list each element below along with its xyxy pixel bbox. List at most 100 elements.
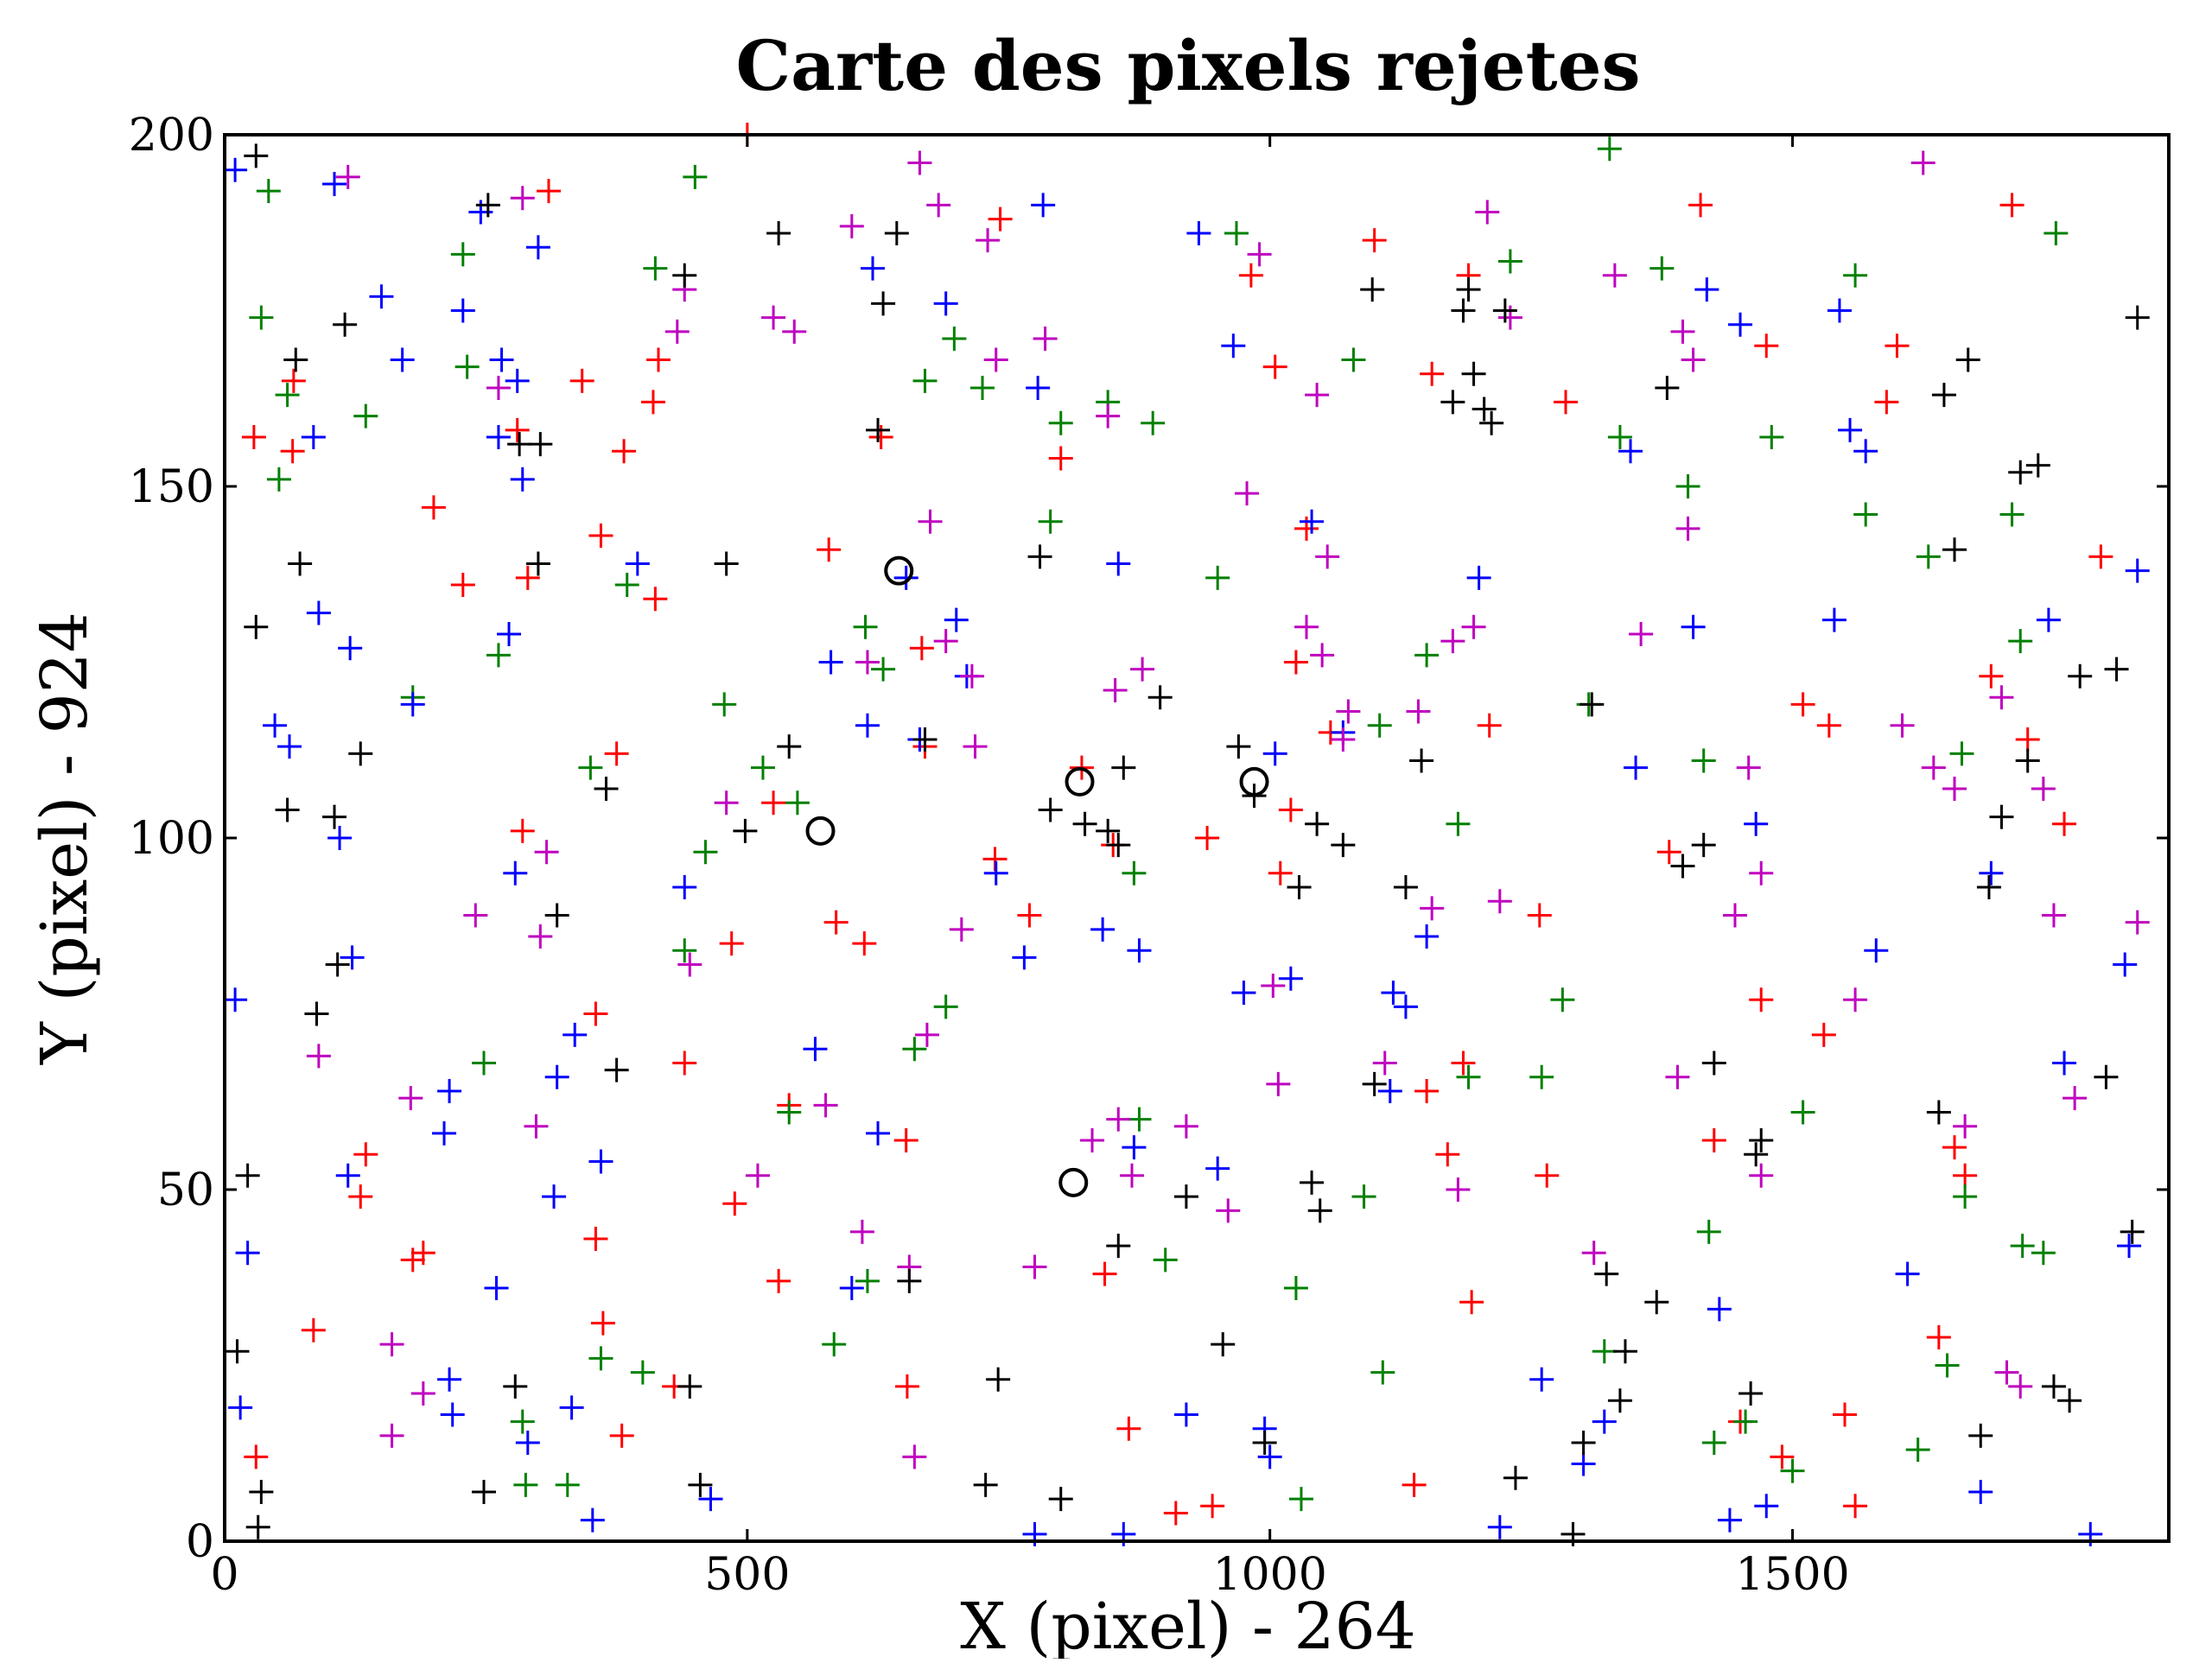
y-tick-label: 150 [129,461,214,513]
plus-marker [1266,1071,1291,1096]
plus-marker [1211,1332,1236,1357]
plus-marker [1294,614,1319,639]
plus-marker [1968,1480,1993,1505]
plus-marker [1594,1261,1619,1286]
plus-marker [1446,1177,1471,1202]
plus-marker [1580,692,1605,717]
plus-marker [537,179,561,204]
plus-marker [745,1163,770,1188]
plus-marker [959,663,984,689]
plus-marker [1420,896,1445,921]
plus-marker [1205,1156,1230,1181]
plus-marker [1305,383,1330,408]
plus-marker [1477,713,1502,738]
plus-marker [1026,376,1051,401]
plus-marker [1224,220,1249,245]
plus-marker [1409,748,1434,773]
plus-marker [1315,544,1340,569]
x-axis-label: X (pixel) - 264 [960,1590,1415,1659]
plus-marker [1461,361,1486,386]
plus-marker [2008,1374,2033,1399]
plus-marker [1827,298,1852,323]
plus-marker [1479,410,1504,435]
plus-marker [1670,319,1695,344]
plus-marker [1116,1416,1141,1441]
plus-marker [1122,860,1147,885]
plus-marker [410,1381,435,1406]
plus-marker [733,818,758,843]
plus-marker [1487,1514,1512,1539]
plus-marker [400,692,425,717]
plus-marker [2125,558,2150,583]
plus-marker [612,439,637,464]
plus-marker [1012,945,1037,970]
y-tick-label: 100 [129,813,214,865]
circle-marker [805,816,836,846]
plus-marker [897,1268,922,1293]
plus-marker [2008,460,2033,485]
plus-marker [1459,1290,1484,1315]
plus-marker [1092,1261,1117,1286]
plus-marker [817,537,842,562]
plus-marker [855,650,880,675]
plus-marker [544,1064,569,1089]
plus-marker [2031,777,2056,802]
plus-marker [1749,1128,1774,1153]
plus-marker [1238,263,1263,288]
plus-marker [1942,1135,1967,1160]
plus-marker [525,235,550,260]
plus-marker [909,636,934,661]
plus-marker [1503,1465,1528,1490]
plus-marker [861,256,885,281]
plus-marker [1406,699,1431,724]
plus-marker [244,1444,269,1469]
plus-marker [1926,1100,1951,1125]
plus-marker [1843,1494,1868,1519]
plus-marker [902,1037,927,1062]
plus-marker [1529,1064,1554,1089]
plus-marker [304,1001,329,1026]
plus-marker [510,467,535,492]
plus-marker [1414,643,1440,668]
plus-marker [580,1507,605,1533]
plus-marker [1811,1022,1836,1047]
plus-marker [1307,1198,1332,1223]
plus-marker [1592,1339,1617,1364]
plus-marker [280,439,305,464]
plus-marker [1103,678,1128,703]
plus-marker [578,755,603,780]
plus-marker [353,403,378,428]
plus-marker [933,291,958,316]
plus-marker [1451,298,1476,323]
plus-marker [1200,1494,1225,1519]
plus-marker [588,1346,613,1371]
plus-marker [1989,804,2014,829]
plus-marker [510,186,535,211]
plus-marker [1759,425,1784,450]
plus-marker [528,924,553,949]
plus-marker [1027,544,1052,569]
plus-marker [986,1367,1011,1392]
plus-marker [1895,1261,1920,1286]
plus-marker [544,903,569,928]
plus-marker [1728,312,1753,337]
plus-marker [1694,277,1719,302]
plus-marker [894,1374,919,1399]
plus-marker [1163,1501,1188,1526]
plus-marker [933,629,958,654]
plus-marker [486,643,511,668]
plus-marker [1072,811,1097,836]
plus-marker [949,917,974,942]
plus-marker [353,1142,378,1167]
plus-marker [534,840,559,865]
plus-marker [528,432,553,457]
plus-marker [1048,1487,1073,1512]
plus-marker [1080,1128,1105,1153]
plus-marker [1173,1114,1198,1139]
plus-marker [1527,903,1552,928]
plus-marker [1749,1163,1774,1188]
plus-marker [1571,1431,1596,1456]
plus-marker [944,607,969,632]
